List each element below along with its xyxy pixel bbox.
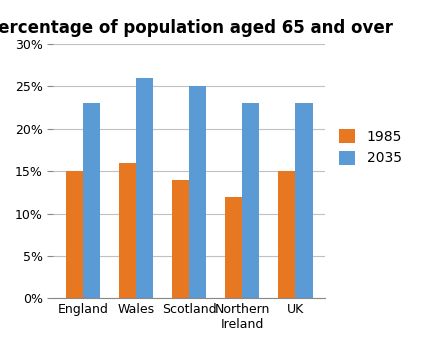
Bar xyxy=(225,197,243,298)
Bar xyxy=(66,171,83,298)
Bar xyxy=(295,103,312,298)
Bar xyxy=(189,86,206,298)
Bar xyxy=(119,163,136,298)
Title: Percentage of population aged 65 and over: Percentage of population aged 65 and ove… xyxy=(0,19,392,36)
Bar xyxy=(83,103,100,298)
Legend: 1985, 2035: 1985, 2035 xyxy=(332,122,409,173)
Bar xyxy=(243,103,259,298)
Bar xyxy=(279,171,295,298)
Bar xyxy=(136,78,153,298)
Bar xyxy=(172,179,189,298)
